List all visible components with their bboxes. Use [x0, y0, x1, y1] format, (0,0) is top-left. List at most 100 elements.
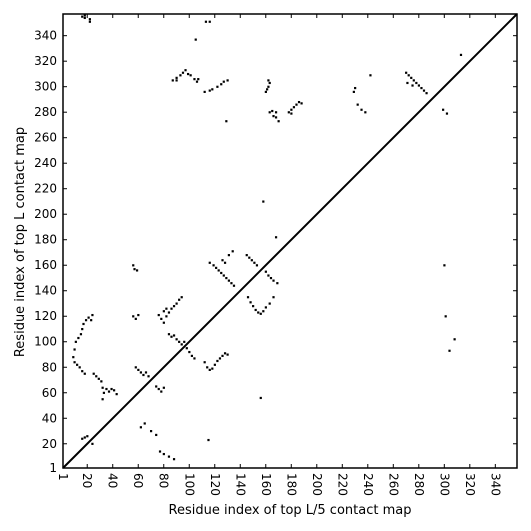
contact-point — [412, 79, 415, 82]
x-tick-label: 120 — [208, 473, 222, 496]
contact-point — [185, 347, 188, 350]
contact-point — [252, 305, 255, 308]
contact-point — [110, 387, 113, 391]
contact-point — [81, 15, 84, 18]
y-tick-label: 320 — [34, 54, 57, 68]
contact-point — [297, 100, 301, 104]
contact-point — [167, 455, 171, 458]
contact-point — [144, 371, 148, 374]
contact-point — [272, 296, 275, 299]
x-tick-label: 300 — [437, 473, 451, 496]
contact-point — [180, 296, 183, 299]
contact-point — [193, 357, 196, 360]
plot-frame — [62, 13, 518, 469]
contact-point — [171, 79, 174, 82]
contact-point — [132, 264, 135, 267]
contact-point — [405, 71, 408, 74]
contact-point — [268, 302, 271, 305]
contact-point — [271, 109, 274, 113]
y-tick-label: 160 — [34, 258, 57, 272]
contact-point — [221, 354, 224, 357]
contact-point — [268, 111, 271, 114]
contact-point — [95, 375, 98, 378]
contact-point — [230, 282, 233, 285]
contact-point — [113, 389, 116, 392]
contact-point — [132, 315, 135, 318]
y-tick-label: 60 — [42, 386, 57, 400]
y-axis-title: Residue index of top L contact map — [13, 127, 28, 357]
y-tick-label: 180 — [34, 233, 57, 247]
contact-point — [231, 250, 234, 253]
contact-point — [81, 327, 84, 331]
contact-point — [269, 276, 273, 280]
contact-point — [142, 373, 145, 377]
contact-point — [274, 116, 278, 119]
contact-point — [102, 391, 106, 394]
contact-point — [160, 390, 163, 393]
contact-point — [84, 319, 88, 322]
y-tick-label: 80 — [42, 360, 57, 374]
contact-point — [170, 307, 173, 310]
x-tick-label: 240 — [361, 473, 375, 496]
contact-point — [250, 259, 253, 262]
contact-point — [167, 311, 171, 314]
contact-point — [178, 298, 181, 301]
contact-point — [172, 305, 176, 308]
contact-point — [253, 261, 256, 264]
contact-point — [203, 90, 206, 93]
diagonal-line — [62, 13, 518, 469]
y-tick-label: 1 — [49, 461, 57, 475]
contact-point — [360, 108, 363, 111]
contact-point — [262, 310, 265, 313]
contact-point — [255, 264, 259, 267]
contact-point — [183, 340, 186, 343]
contact-point — [188, 350, 191, 354]
contact-point — [165, 307, 168, 310]
contact-point — [218, 357, 222, 360]
contact-point — [211, 367, 214, 370]
contact-point — [77, 336, 80, 340]
contact-point — [78, 366, 81, 369]
x-tick-label: 40 — [106, 473, 120, 488]
x-tick-label: 60 — [131, 473, 145, 488]
contact-point — [172, 458, 176, 461]
contact-point — [97, 377, 100, 380]
contact-point — [83, 372, 86, 375]
contact-point — [369, 74, 372, 77]
contact-point — [147, 375, 150, 378]
contact-point — [137, 368, 140, 371]
contact-point — [259, 396, 262, 400]
contact-point — [272, 115, 275, 118]
contact-point — [81, 437, 84, 440]
contact-point — [223, 261, 227, 264]
contact-point — [268, 81, 271, 85]
contact-point — [220, 271, 223, 275]
contact-point — [82, 322, 85, 326]
contact-point — [295, 103, 298, 106]
contact-point — [292, 106, 296, 109]
contact-point — [165, 315, 168, 318]
contact-point — [216, 85, 219, 88]
y-tick-label: 260 — [34, 131, 57, 145]
contact-point — [216, 359, 219, 363]
contact-point — [137, 313, 140, 317]
contact-point — [206, 366, 209, 369]
contact-point — [442, 108, 445, 111]
contact-point — [184, 69, 187, 72]
contact-point — [208, 89, 211, 92]
contact-point — [221, 259, 224, 262]
contact-point — [162, 310, 165, 313]
contact-point — [203, 361, 206, 364]
y-tick-label: 100 — [34, 335, 57, 349]
contact-point — [217, 269, 220, 272]
contact-point — [72, 356, 75, 359]
contact-point — [133, 268, 136, 271]
contact-point — [422, 89, 426, 92]
contact-point — [266, 88, 269, 91]
contact-point — [139, 426, 142, 429]
x-tick-label: 140 — [233, 473, 247, 496]
contact-point — [189, 74, 192, 77]
contact-point — [195, 80, 199, 83]
contact-point — [204, 20, 208, 23]
